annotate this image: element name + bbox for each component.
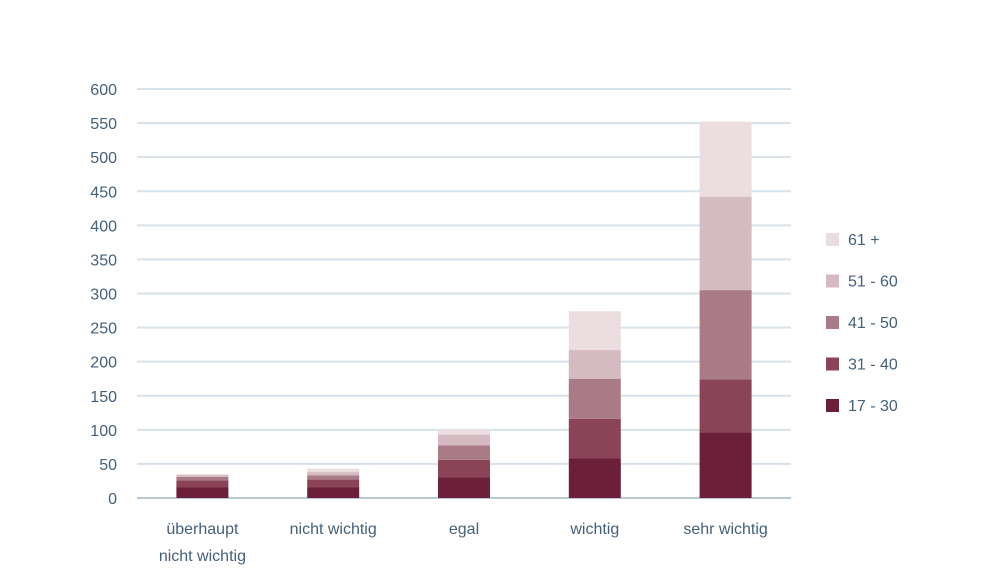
y-tick-label: 100 bbox=[90, 423, 117, 440]
y-tick-label: 450 bbox=[90, 184, 117, 201]
legend-swatch bbox=[826, 316, 839, 329]
bar-segment bbox=[699, 379, 752, 433]
bar-segment bbox=[438, 445, 490, 460]
x-tick-label: überhaupt nicht wichtig bbox=[159, 521, 246, 565]
bar-segment bbox=[438, 434, 490, 446]
y-tick-label: 500 bbox=[90, 150, 117, 167]
y-tick-label: 350 bbox=[90, 252, 117, 269]
y-tick-label: 200 bbox=[90, 355, 117, 372]
legend-label: 51 - 60 bbox=[848, 274, 898, 291]
bar-segment bbox=[176, 476, 229, 481]
y-tick-label: 0 bbox=[108, 491, 117, 508]
x-axis-labels: überhaupt nicht wichtig nicht wichtig egal w… bbox=[159, 521, 768, 565]
bar-segment bbox=[176, 480, 229, 488]
legend: 61 + 51 - 60 41 - 50 31 - 40 17 - 30 bbox=[826, 232, 898, 415]
x-tick-label: nicht wichtig bbox=[290, 521, 377, 538]
bar-segment bbox=[568, 458, 621, 498]
bar-segment bbox=[699, 196, 752, 291]
x-tick-label: wichtig bbox=[569, 521, 619, 538]
legend-label: 31 - 40 bbox=[848, 357, 898, 374]
legend-swatch bbox=[826, 274, 839, 288]
y-tick-label: 600 bbox=[90, 82, 117, 99]
x-tick-label: egal bbox=[449, 521, 479, 538]
legend-swatch bbox=[826, 357, 839, 371]
legend-swatch bbox=[826, 233, 839, 246]
bar-segment bbox=[699, 432, 752, 498]
bar-segment bbox=[176, 487, 229, 498]
gridlines bbox=[137, 88, 791, 499]
legend-label: 61 + bbox=[848, 232, 880, 249]
bar-segment bbox=[307, 468, 360, 473]
y-tick-label: 150 bbox=[90, 389, 117, 406]
y-tick-label: 550 bbox=[90, 116, 117, 133]
y-tick-label: 250 bbox=[90, 321, 117, 338]
bars bbox=[176, 121, 752, 498]
bar-segment bbox=[699, 290, 752, 380]
bar-segment bbox=[568, 350, 621, 379]
x-tick-label: sehr wichtig bbox=[683, 521, 767, 538]
bar-segment bbox=[438, 459, 490, 478]
bar-segment bbox=[699, 121, 752, 197]
y-tick-label: 400 bbox=[90, 218, 117, 235]
bar-segment bbox=[307, 472, 360, 476]
bar-segment bbox=[568, 418, 621, 459]
legend-label: 41 - 50 bbox=[848, 315, 898, 332]
bar-segment bbox=[176, 474, 229, 477]
legend-swatch bbox=[826, 399, 839, 412]
y-tick-label: 300 bbox=[90, 287, 117, 304]
bar-segment bbox=[307, 479, 360, 488]
bar-segment bbox=[568, 378, 621, 419]
bar-segment bbox=[568, 311, 621, 351]
y-tick-label: 50 bbox=[99, 457, 117, 474]
y-axis-ticks: 0 50 100 150 200 250 300 350 400 450 500 550 600 bbox=[90, 82, 117, 508]
bar-segment bbox=[438, 477, 490, 498]
bar-segment bbox=[176, 474, 229, 475]
bar-segment bbox=[307, 487, 360, 498]
bar-segment bbox=[307, 475, 360, 480]
bar-segment bbox=[438, 429, 490, 435]
legend-label: 17 - 30 bbox=[848, 398, 898, 415]
